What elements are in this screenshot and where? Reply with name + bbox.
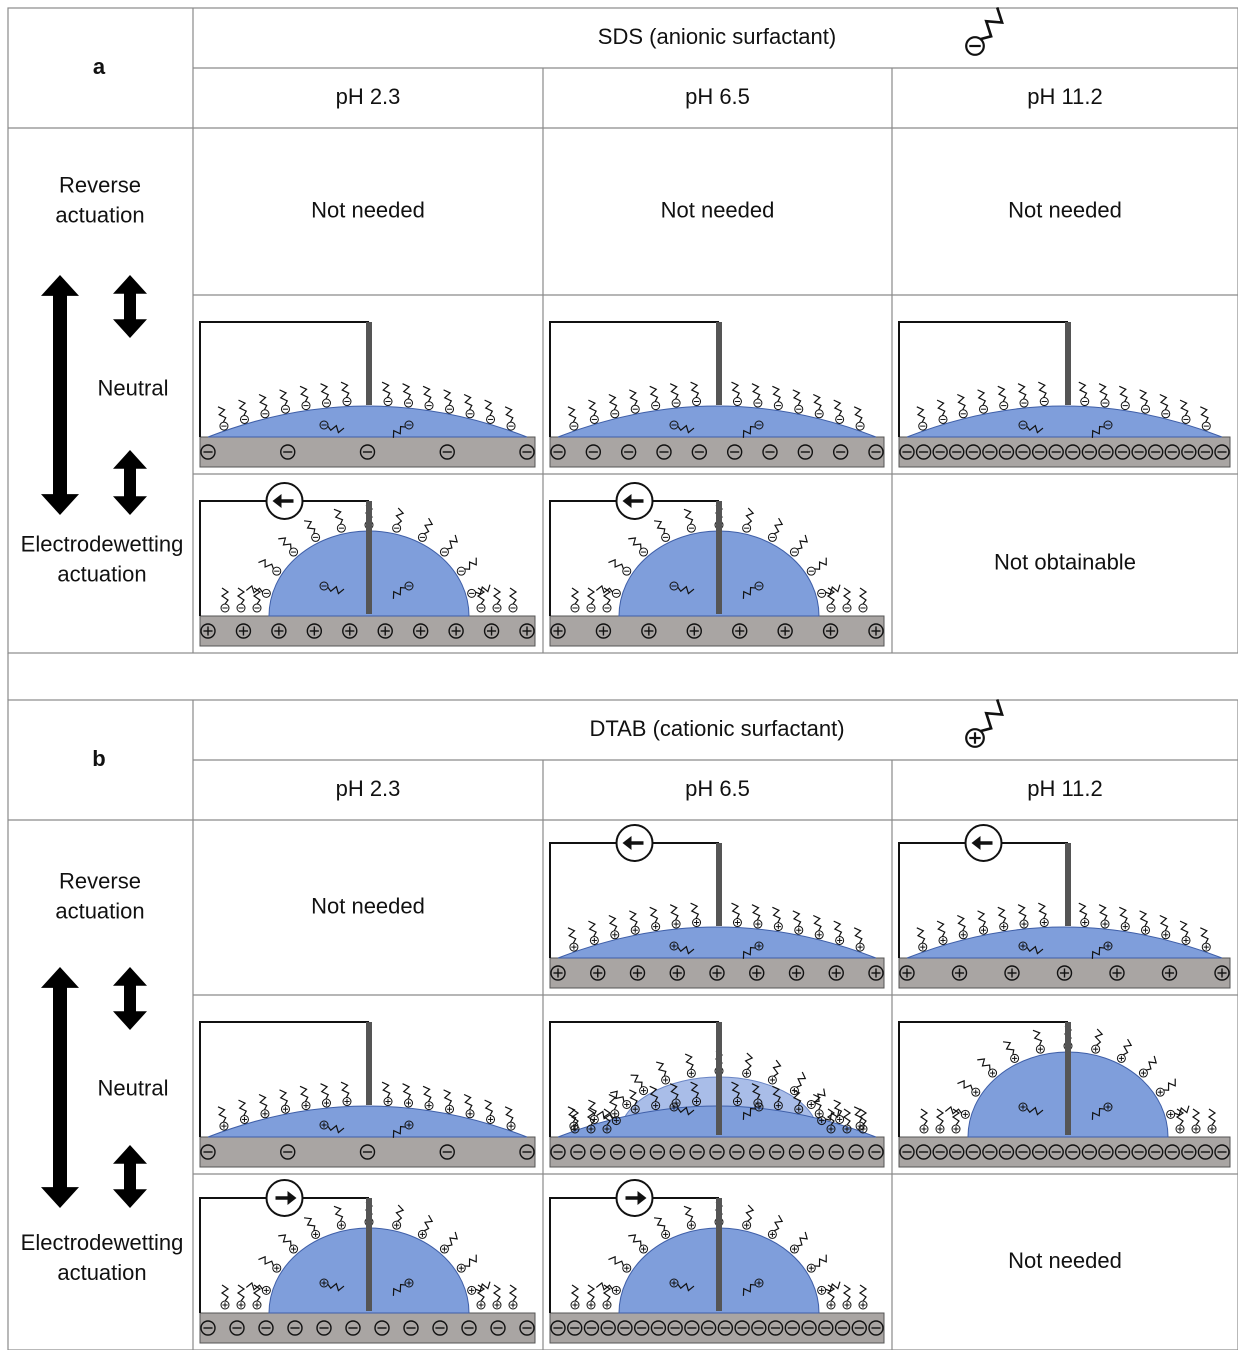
surfactant-header: SDS (anionic surfactant) bbox=[598, 24, 836, 49]
electrode bbox=[1065, 322, 1071, 405]
figure: a SDS (anionic surfactant) pH 2.3 pH 6.5 pH … bbox=[0, 0, 1238, 1350]
cell-note: Not needed bbox=[311, 197, 425, 222]
ph-header: pH 11.2 bbox=[1027, 776, 1102, 801]
ph-header: pH 11.2 bbox=[1027, 84, 1102, 109]
electrode bbox=[716, 322, 722, 405]
row-label: Reverse bbox=[59, 868, 141, 893]
ph-header: pH 2.3 bbox=[336, 84, 401, 109]
ph-header: pH 2.3 bbox=[336, 776, 401, 801]
cell-note: Not obtainable bbox=[994, 549, 1136, 574]
substrate bbox=[550, 1313, 884, 1343]
row-label: actuation bbox=[55, 898, 144, 923]
electrode bbox=[716, 501, 722, 614]
electrode bbox=[366, 322, 372, 405]
cell-note: Not needed bbox=[1008, 197, 1122, 222]
cell-note: Not needed bbox=[1008, 1248, 1122, 1273]
ph-header: pH 6.5 bbox=[685, 776, 750, 801]
row-label: Neutral bbox=[98, 375, 169, 400]
electrode bbox=[1065, 843, 1071, 926]
row-label: Electrodewetting bbox=[21, 531, 184, 556]
row-label: actuation bbox=[57, 561, 146, 586]
ph-header: pH 6.5 bbox=[685, 84, 750, 109]
row-label: actuation bbox=[55, 202, 144, 227]
electrode bbox=[716, 1198, 722, 1311]
electrode bbox=[366, 1198, 372, 1311]
substrate bbox=[200, 1313, 535, 1343]
panel-label: a bbox=[93, 54, 106, 79]
cell-note: Not needed bbox=[661, 197, 775, 222]
substrate bbox=[899, 437, 1230, 467]
cell-note: Not needed bbox=[311, 893, 425, 918]
electrode bbox=[366, 501, 372, 614]
electrode bbox=[716, 843, 722, 926]
surfactant-header: DTAB (cationic surfactant) bbox=[589, 716, 844, 741]
electrode bbox=[366, 1022, 372, 1105]
panel-label: b bbox=[92, 746, 105, 771]
electrode bbox=[1065, 1022, 1071, 1135]
substrate bbox=[899, 1137, 1230, 1167]
row-label: Reverse bbox=[59, 172, 141, 197]
row-label: Electrodewetting bbox=[21, 1230, 184, 1255]
row-label: actuation bbox=[57, 1260, 146, 1285]
electrode bbox=[716, 1022, 722, 1135]
row-label: Neutral bbox=[98, 1075, 169, 1100]
